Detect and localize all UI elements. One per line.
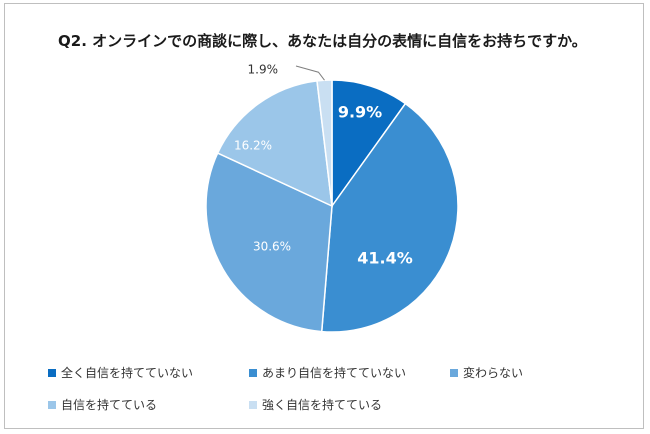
leader-line <box>295 65 325 81</box>
pie-slice-3 <box>205 152 333 333</box>
data-label-2: 41.4% <box>357 249 413 268</box>
data-label-4: 16.2% <box>234 139 272 153</box>
data-label-1: 9.9% <box>338 103 382 122</box>
pie-slice-4 <box>216 80 333 208</box>
pie-slice-2 <box>320 102 459 333</box>
pie-slice-5 <box>316 79 333 207</box>
data-label-5: 1.9% <box>248 63 279 77</box>
data-label-3: 30.6% <box>253 240 291 254</box>
pie-slice-1 <box>331 79 407 209</box>
chart-title: Q2. オンラインでの商談に際し、あなたは自分の表情に自信をお持ちですか。 <box>58 32 587 50</box>
